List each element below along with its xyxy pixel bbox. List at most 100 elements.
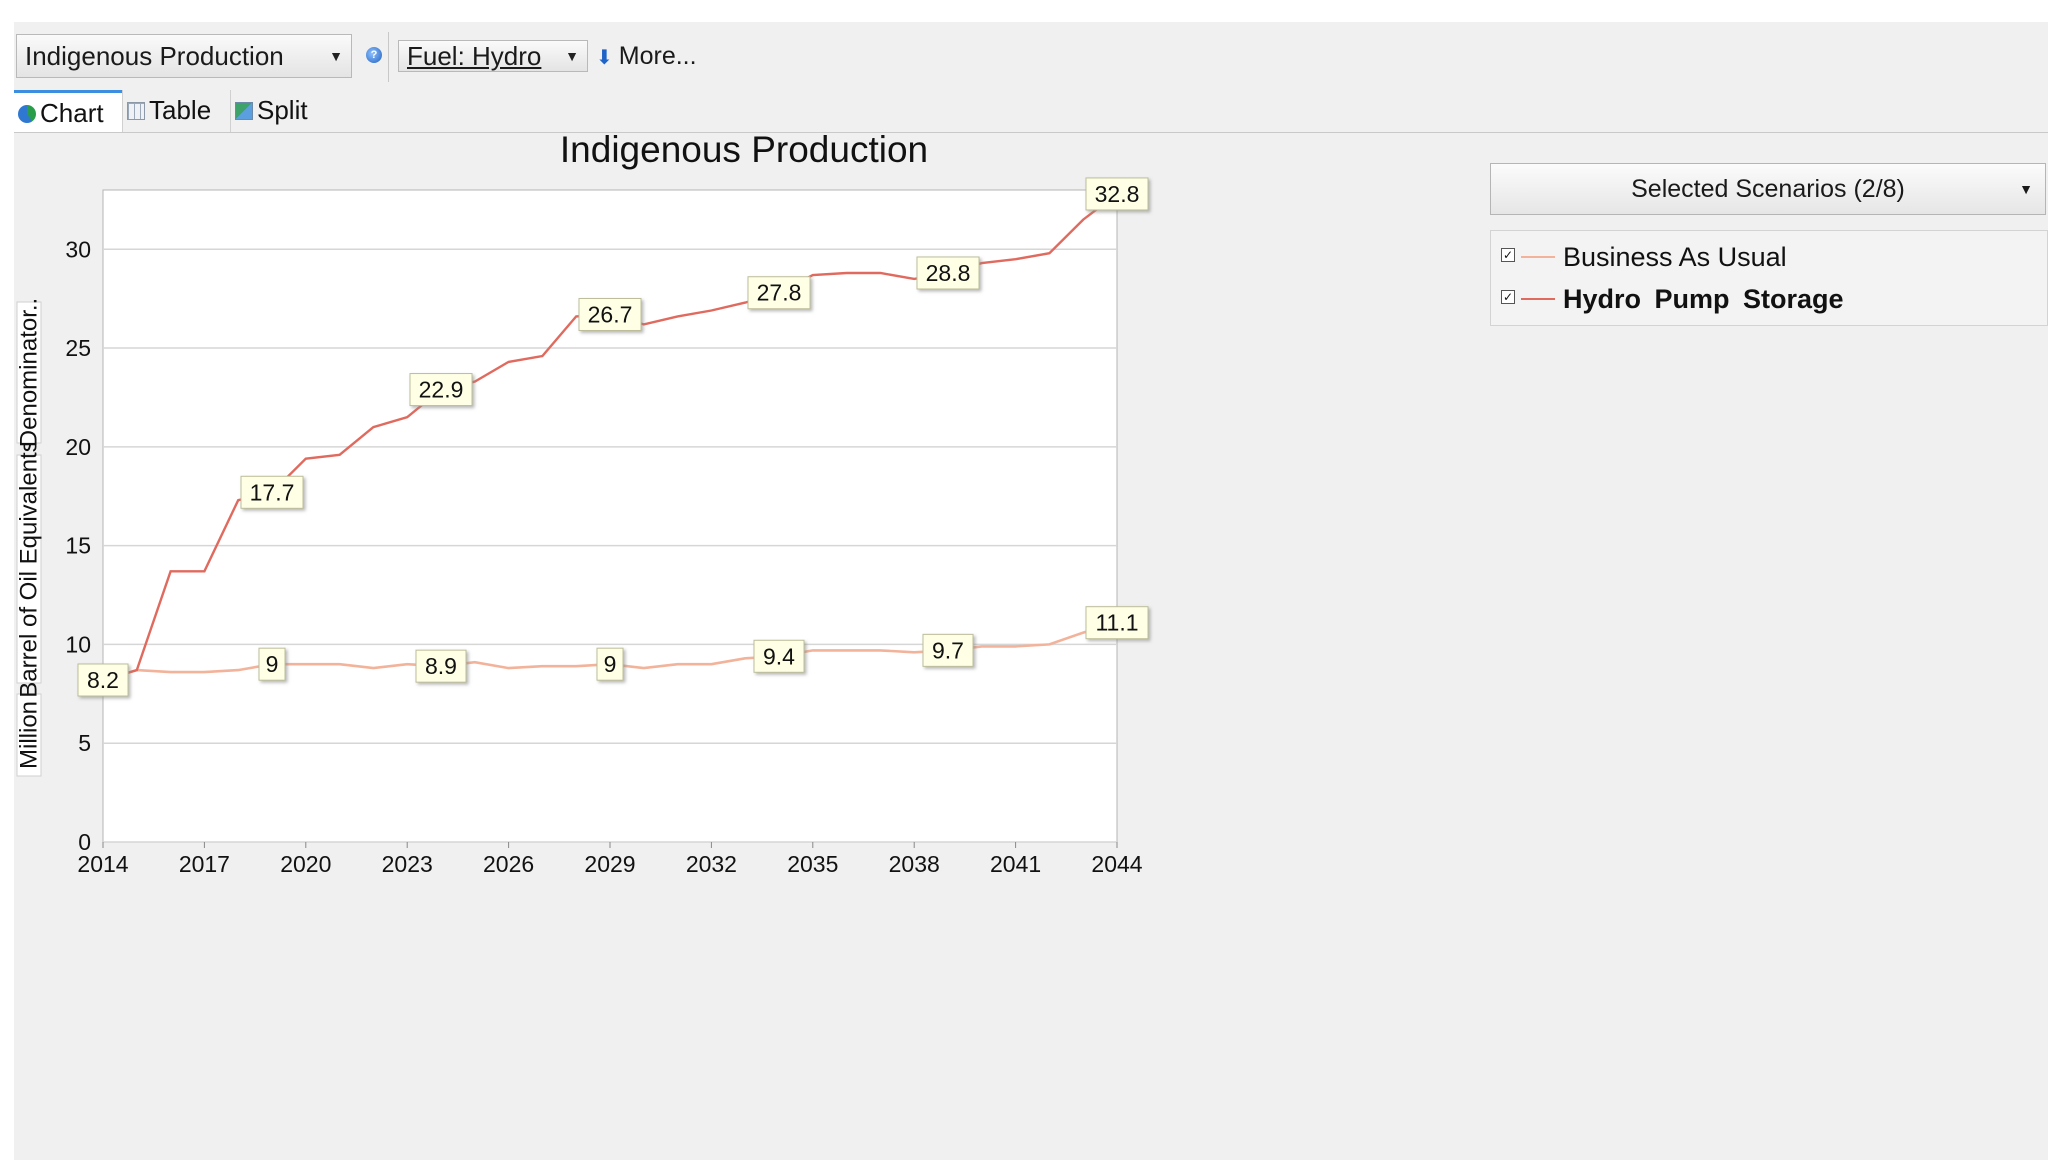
- x-tick-label: 2023: [382, 851, 433, 877]
- data-label-box: [578, 297, 642, 331]
- chart-icon: [18, 105, 36, 123]
- tab-split-label: Split: [257, 95, 308, 125]
- y-axis-label-box: [16, 454, 42, 684]
- data-label-box: [240, 475, 304, 509]
- scenario-dropdown-label: Selected Scenarios (2/8): [1631, 175, 1905, 203]
- data-label: 26.7: [578, 297, 642, 331]
- toolbar-divider: [388, 32, 389, 82]
- y-tick-label: 25: [65, 335, 91, 361]
- y-axis-label-part: Denominator..: [16, 298, 43, 447]
- y-tick-label: 0: [78, 829, 91, 855]
- data-label-text: 9: [604, 651, 617, 677]
- indicator-dropdown[interactable]: Indigenous Production ▼: [16, 34, 352, 78]
- x-tick-label: 2017: [179, 851, 230, 877]
- indicator-dropdown-label: Indigenous Production: [25, 41, 284, 71]
- chevron-down-icon: ▼: [2019, 181, 2033, 197]
- data-label-box: [1085, 606, 1149, 640]
- data-label: 9: [596, 647, 624, 681]
- arrow-down-icon: ⬇: [596, 47, 613, 69]
- data-label: 17.7: [240, 475, 304, 509]
- data-label: 9: [258, 647, 286, 681]
- help-icon[interactable]: ?: [366, 47, 382, 63]
- data-label: 28.8: [916, 256, 980, 290]
- data-label-text: 9: [266, 651, 279, 677]
- x-tick-label: 2032: [686, 851, 737, 877]
- data-label-box: [409, 373, 473, 407]
- data-label: 32.8: [1085, 177, 1149, 211]
- y-axis: 0 5 10 15 20 25 30: [65, 236, 91, 855]
- view-tabs: Chart Table Split: [14, 88, 2048, 133]
- legend: ✓ Business As Usual ✓ Hydro Pump Storage: [1490, 230, 2048, 326]
- data-labels: 8.2 9 8.9 9 9.4 9.7 11.1 17.7 22.9 26.7 27.8 28.8 32…: [77, 177, 1149, 697]
- y-axis-label: Million Barrel of Oil EquivalentsDenomina…: [16, 298, 43, 777]
- data-label-text: 11.1: [1095, 610, 1138, 636]
- chevron-down-icon: ▼: [329, 48, 343, 64]
- data-label-box: [922, 633, 974, 667]
- x-tick-label: 2041: [990, 851, 1041, 877]
- table-icon: [127, 102, 145, 120]
- y-tick-label: 5: [78, 730, 91, 756]
- fuel-dropdown-label: Fuel: Hydro: [407, 41, 542, 71]
- y-tick-label: 15: [65, 533, 91, 559]
- x-tick-label: 2020: [280, 851, 331, 877]
- data-label-text: 26.7: [588, 301, 633, 327]
- more-link-label: More...: [618, 42, 697, 70]
- checkbox[interactable]: ✓: [1501, 290, 1515, 304]
- legend-swatch: [1521, 256, 1555, 258]
- x-tick-label: 2038: [889, 851, 940, 877]
- data-label-box: [916, 256, 980, 290]
- data-label: 11.1: [1085, 606, 1149, 640]
- app-window: Indigenous Production ▼ ? Fuel: Hydro ▼ …: [14, 22, 2048, 1160]
- y-tick-label: 20: [65, 434, 91, 460]
- more-link[interactable]: ⬇ More...: [596, 40, 697, 74]
- x-axis: 2014 2017 2020 2023 2026 2029 2032 2035 2038 2041…: [77, 842, 1143, 877]
- split-icon: [235, 102, 253, 120]
- tab-chart[interactable]: Chart: [14, 90, 122, 132]
- data-label-box: [77, 663, 129, 697]
- data-label-box: [753, 639, 805, 673]
- x-tick-label: 2026: [483, 851, 534, 877]
- data-label-text: 8.2: [87, 667, 119, 693]
- data-label: 22.9: [409, 373, 473, 407]
- y-axis-label-box: [16, 301, 42, 444]
- tab-chart-label: Chart: [40, 98, 104, 128]
- data-label-text: 27.8: [757, 280, 802, 306]
- scenario-dropdown[interactable]: Selected Scenarios (2/8) ▼: [1490, 163, 2046, 215]
- y-axis-label-box: [16, 693, 42, 777]
- chevron-down-icon: ▼: [565, 48, 579, 64]
- data-label-box: [1085, 177, 1149, 211]
- y-axis-label-part: Million: [16, 701, 43, 769]
- y-tick-label: 10: [65, 631, 91, 657]
- data-label-box: [596, 647, 624, 681]
- data-label-box: [258, 647, 286, 681]
- data-label: 8.2: [77, 663, 129, 697]
- fuel-dropdown[interactable]: Fuel: Hydro ▼: [398, 40, 588, 72]
- data-label: 8.9: [415, 649, 467, 683]
- legend-swatch: [1521, 298, 1555, 300]
- data-label-text: 28.8: [926, 260, 971, 286]
- toolbar: Indigenous Production ▼ ? Fuel: Hydro ▼ …: [14, 30, 2048, 82]
- y-tick-label: 30: [65, 236, 91, 262]
- data-label-text: 9.4: [763, 643, 795, 669]
- data-label-box: [747, 276, 811, 310]
- legend-item-business-as-usual[interactable]: ✓ Business As Usual: [1491, 237, 2047, 277]
- x-tick-label: 2014: [77, 851, 128, 877]
- checkbox[interactable]: ✓: [1501, 248, 1515, 262]
- data-label-text: 8.9: [425, 653, 457, 679]
- x-tick-label: 2044: [1091, 851, 1142, 877]
- tab-split[interactable]: Split: [230, 90, 326, 132]
- x-tick-label: 2035: [787, 851, 838, 877]
- data-label-text: 32.8: [1095, 181, 1140, 207]
- data-label-text: 22.9: [419, 377, 464, 403]
- data-label-text: 17.7: [250, 479, 295, 505]
- legend-label: Business As Usual: [1563, 242, 1787, 272]
- data-label: 9.7: [922, 633, 974, 667]
- data-label-box: [415, 649, 467, 683]
- data-label: 27.8: [747, 276, 811, 310]
- y-axis-label-part: Barrel of Oil Equivalents: [16, 440, 43, 697]
- tab-table-label: Table: [149, 95, 212, 125]
- legend-item-hydro-pump-storage[interactable]: ✓ Hydro Pump Storage: [1491, 279, 2047, 319]
- tab-table[interactable]: Table: [122, 90, 230, 132]
- legend-label: Hydro Pump Storage: [1563, 284, 1844, 314]
